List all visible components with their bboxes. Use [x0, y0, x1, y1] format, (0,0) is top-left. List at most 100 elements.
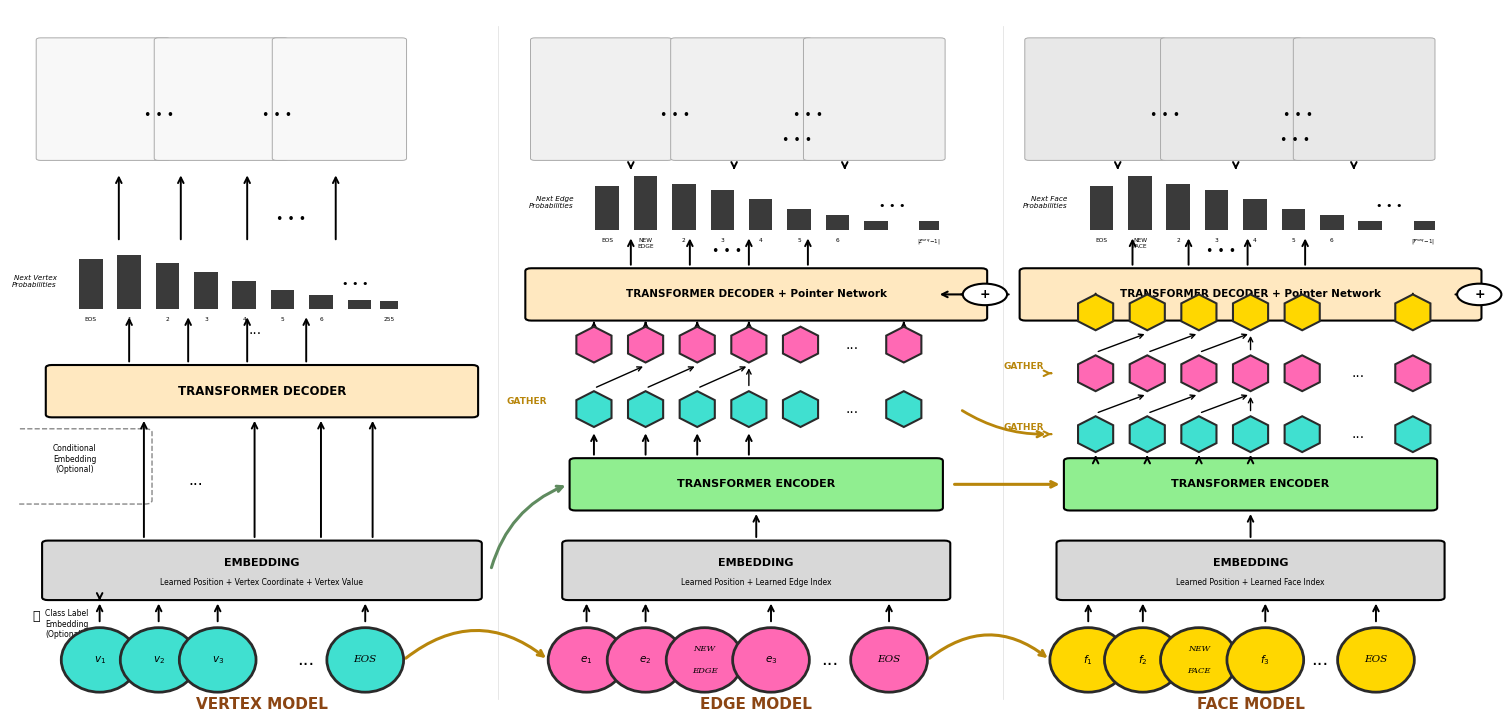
- Text: Next Vertex
Probabilities: Next Vertex Probabilities: [12, 275, 57, 288]
- Text: EOS: EOS: [1364, 655, 1388, 664]
- Polygon shape: [1130, 355, 1164, 392]
- Polygon shape: [1130, 294, 1164, 331]
- Text: Learned Position + Learned Edge Index: Learned Position + Learned Edge Index: [681, 578, 832, 587]
- Text: ...: ...: [1352, 366, 1364, 380]
- Bar: [233, 281, 256, 309]
- Text: 6: 6: [836, 238, 839, 243]
- Text: • • •: • • •: [1151, 109, 1181, 122]
- Text: 3: 3: [720, 238, 725, 243]
- Polygon shape: [576, 392, 612, 427]
- Polygon shape: [629, 327, 663, 362]
- Bar: [156, 263, 179, 309]
- Text: 3: 3: [205, 317, 208, 322]
- Text: • • •: • • •: [878, 201, 905, 210]
- Bar: [1281, 209, 1305, 230]
- Text: NEW: NEW: [693, 645, 716, 652]
- Polygon shape: [1233, 416, 1268, 452]
- Text: 2: 2: [683, 238, 686, 243]
- Text: $f_1$: $f_1$: [1083, 653, 1093, 667]
- Polygon shape: [784, 327, 818, 362]
- Text: EMBEDDING: EMBEDDING: [1212, 558, 1289, 568]
- Text: ...: ...: [1352, 305, 1364, 319]
- Text: ...: ...: [1352, 427, 1364, 442]
- Text: EOS: EOS: [602, 238, 614, 243]
- Polygon shape: [1396, 416, 1430, 452]
- Text: TRANSFORMER DECODER + Pointer Network: TRANSFORMER DECODER + Pointer Network: [1120, 289, 1381, 299]
- Text: • • •: • • •: [793, 109, 823, 122]
- Polygon shape: [886, 327, 922, 362]
- Bar: [271, 291, 295, 309]
- Polygon shape: [1233, 294, 1268, 331]
- Polygon shape: [1181, 294, 1217, 331]
- Bar: [710, 191, 734, 230]
- Ellipse shape: [1337, 628, 1414, 692]
- FancyBboxPatch shape: [562, 541, 951, 600]
- Text: GATHER: GATHER: [507, 397, 547, 407]
- Text: • • •: • • •: [660, 109, 690, 122]
- Text: EOS: EOS: [1095, 238, 1107, 243]
- Text: ...: ...: [298, 651, 314, 669]
- Bar: [194, 272, 218, 309]
- Ellipse shape: [547, 628, 626, 692]
- Polygon shape: [680, 327, 714, 362]
- Bar: [863, 221, 887, 230]
- Text: Next Edge
Probabilities: Next Edge Probabilities: [529, 196, 573, 209]
- Text: • • •: • • •: [1283, 109, 1313, 122]
- FancyBboxPatch shape: [45, 365, 478, 418]
- Bar: [1167, 184, 1190, 230]
- Text: 3: 3: [1215, 238, 1218, 243]
- Polygon shape: [1078, 416, 1113, 452]
- Polygon shape: [1233, 355, 1268, 392]
- Polygon shape: [886, 392, 922, 427]
- Bar: [347, 299, 371, 309]
- FancyBboxPatch shape: [36, 38, 170, 160]
- Text: NEW
EDGE: NEW EDGE: [638, 238, 654, 249]
- Bar: [1414, 221, 1435, 230]
- Polygon shape: [1181, 416, 1217, 452]
- Text: • • •: • • •: [782, 134, 812, 147]
- Text: • • •: • • •: [1280, 134, 1310, 147]
- Text: $\mathbf{+}$: $\mathbf{+}$: [979, 288, 991, 301]
- Text: EDGE: EDGE: [692, 667, 717, 675]
- Bar: [1321, 215, 1343, 230]
- FancyBboxPatch shape: [1063, 458, 1438, 510]
- Text: TRANSFORMER ENCODER: TRANSFORMER ENCODER: [677, 479, 835, 489]
- Polygon shape: [731, 392, 767, 427]
- FancyBboxPatch shape: [155, 38, 289, 160]
- Bar: [749, 199, 773, 230]
- Text: • • •: • • •: [711, 245, 741, 258]
- Text: • • •: • • •: [277, 212, 307, 225]
- FancyBboxPatch shape: [1056, 541, 1444, 600]
- Ellipse shape: [666, 628, 743, 692]
- Text: EOS: EOS: [84, 317, 96, 322]
- Text: $\mathbf{+}$: $\mathbf{+}$: [1474, 288, 1484, 301]
- Text: Learned Position + Vertex Coordinate + Vertex Value: Learned Position + Vertex Coordinate + V…: [161, 578, 364, 587]
- Text: GATHER: GATHER: [1003, 423, 1044, 431]
- Text: • • •: • • •: [1376, 201, 1403, 210]
- Polygon shape: [1181, 355, 1217, 392]
- Bar: [1244, 199, 1266, 230]
- Text: Conditional
Embedding
(Optional): Conditional Embedding (Optional): [53, 444, 96, 474]
- Polygon shape: [1284, 416, 1319, 452]
- Text: ...: ...: [188, 473, 203, 488]
- Text: 5: 5: [797, 238, 802, 243]
- Bar: [919, 221, 938, 230]
- Bar: [826, 215, 850, 230]
- Polygon shape: [731, 327, 767, 362]
- Text: Learned Position + Learned Face Index: Learned Position + Learned Face Index: [1176, 578, 1325, 587]
- Bar: [633, 176, 657, 230]
- Text: $v_1$: $v_1$: [93, 654, 105, 666]
- Text: EOS: EOS: [877, 655, 901, 664]
- Text: TRANSFORMER DECODER: TRANSFORMER DECODER: [177, 385, 346, 398]
- Bar: [381, 301, 397, 309]
- Text: 2: 2: [165, 317, 170, 322]
- Polygon shape: [1284, 294, 1319, 331]
- Text: EDGE MODEL: EDGE MODEL: [701, 697, 812, 712]
- Text: $v_2$: $v_2$: [153, 654, 164, 666]
- Text: $|\mathcal{E}^{seq}\!-\!1|$: $|\mathcal{E}^{seq}\!-\!1|$: [917, 238, 940, 247]
- Text: $v_3$: $v_3$: [212, 654, 224, 666]
- Bar: [596, 186, 620, 230]
- Ellipse shape: [1161, 628, 1238, 692]
- Text: TRANSFORMER ENCODER: TRANSFORMER ENCODER: [1172, 479, 1330, 489]
- FancyBboxPatch shape: [1024, 38, 1167, 160]
